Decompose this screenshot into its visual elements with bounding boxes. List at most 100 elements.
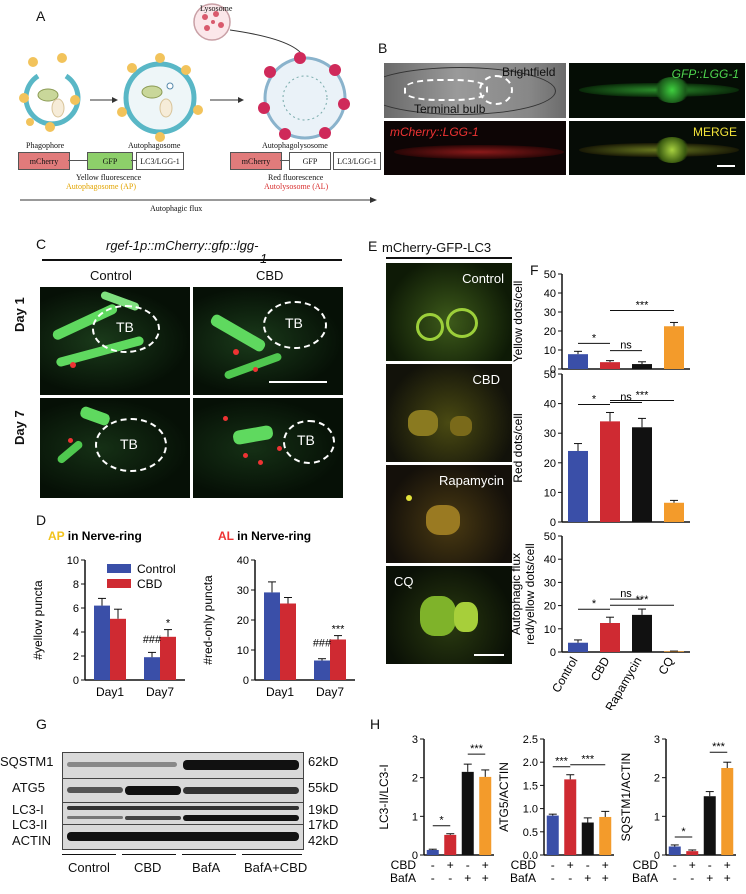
bar: [599, 816, 612, 855]
chart-ap-nerve-ring: AP in Nerve-ring 0 2 4 6 8 10 #yellow puncta Day…: [31, 529, 185, 699]
row-day1: Day 1: [12, 297, 27, 332]
x-tick-label: Day7: [316, 685, 344, 699]
y-axis-label: #red-only puncta: [201, 575, 215, 665]
bar: [721, 768, 734, 855]
brightfield-image: Brightfield Terminal bulb: [384, 63, 566, 118]
significance-label: ###: [143, 634, 162, 646]
merge-image: MERGE: [569, 121, 745, 175]
y-tick-label: 20: [544, 326, 556, 338]
y-tick-label: 0: [550, 517, 556, 528]
y-tick-label: 0: [243, 675, 249, 687]
legend-swatch: [107, 564, 131, 573]
y-tick-label: 30: [544, 577, 556, 589]
bar: [479, 776, 492, 855]
bar: [94, 605, 110, 680]
al-label: Autolysosome (AL): [264, 182, 329, 191]
merge-label: MERGE: [692, 125, 737, 139]
y-tick-label: 50: [544, 269, 556, 281]
chart-yellow-dots: 0 10 20 30 40 50 Yellow dots/cell * ns ***: [511, 269, 690, 374]
cbd-sign: -: [551, 858, 555, 872]
x-tick-label: Control: [549, 655, 580, 696]
significance-label: ***: [555, 756, 569, 768]
brightfield-label: Brightfield: [502, 65, 556, 79]
bar: [144, 657, 160, 680]
flux-label: Autophagic flux: [150, 204, 203, 213]
significance-label: ***: [636, 389, 650, 401]
cbd-row-label: CBD: [633, 858, 659, 872]
y-tick-label: 10: [237, 645, 249, 657]
blot-size: 17kD: [308, 817, 339, 832]
chart-atg5-actin: 0.00.51.01.52.02.5ATG5/ACTIN--+--+++CBDB…: [497, 734, 614, 885]
construct-gfp-1: GFP: [87, 152, 133, 170]
bar: [461, 771, 474, 855]
bar: [330, 639, 346, 680]
y-axis-label: Red dots/cell: [511, 413, 525, 482]
chart-al-nerve-ring: AL in Nerve-ring 0 10 20 30 40 #red-only punct…: [201, 529, 355, 699]
y-tick-label: 0: [73, 675, 79, 687]
cbd-sign: +: [567, 858, 574, 872]
bafa-sign: +: [464, 871, 471, 885]
significance-label: ns: [620, 588, 632, 600]
blot-actin: [62, 824, 304, 850]
blot-label: LC3-I: [12, 802, 44, 817]
scale-bar: [474, 654, 504, 656]
construct-gfp-2: GFP: [289, 152, 331, 170]
construct-title: rgef-1p::mCherry::gfp::lgg-: [106, 238, 259, 253]
construct-title-wrap: 1: [260, 251, 267, 266]
y-tick-label: 20: [237, 615, 249, 627]
bafa-row-label: BafA: [632, 871, 658, 885]
bar: [280, 603, 296, 680]
y-axis-label: red/yellow dots/cell: [523, 543, 537, 644]
blot-label: ACTIN: [12, 833, 51, 848]
bar: [632, 427, 652, 522]
cbd-sign: -: [466, 858, 470, 872]
y-tick-label: 6: [73, 603, 79, 615]
y-tick-label: 10: [544, 345, 556, 357]
e-control-image: Control: [386, 263, 512, 361]
y-tick-label: 30: [237, 585, 249, 597]
y-tick-label: 0.5: [523, 827, 538, 839]
scale-bar: [269, 381, 327, 383]
bar: [632, 614, 652, 652]
y-tick-label: 1.0: [523, 804, 538, 816]
x-tick-label: CQ: [655, 655, 676, 678]
significance-label: ***: [581, 754, 595, 766]
x-tick-label: Day1: [266, 685, 294, 699]
blot-size: 55kD: [308, 780, 339, 795]
y-tick-label: 0: [550, 364, 556, 374]
bafa-sign: -: [448, 871, 452, 885]
panel-label-c: C: [36, 236, 47, 252]
y-tick-label: 1: [654, 811, 660, 823]
bar: [668, 846, 681, 855]
y-axis-label: ATG5/ACTIN: [497, 762, 511, 832]
red-fluorescence-label: Red fluorescence: [268, 173, 324, 182]
gfp-label: GFP::LGG-1: [671, 67, 739, 81]
y-tick-label: 3: [412, 734, 418, 746]
e-label: Control: [462, 271, 504, 286]
y-tick-label: 40: [544, 399, 556, 411]
significance-label: ***: [470, 743, 484, 755]
y-tick-label: 50: [544, 369, 556, 381]
cbd-sign: +: [447, 858, 454, 872]
significance-label: ns: [620, 340, 632, 352]
y-tick-label: 10: [544, 487, 556, 499]
bar: [664, 651, 684, 652]
x-tick-label: Day1: [96, 685, 124, 699]
y-tick-label: 4: [73, 627, 79, 639]
y-tick-label: 20: [544, 458, 556, 470]
y-tick-label: 50: [544, 532, 556, 543]
y-tick-label: 2: [654, 773, 660, 785]
panel-label-b: B: [378, 40, 388, 56]
cbd-row-label: CBD: [391, 858, 417, 872]
bar: [600, 362, 620, 369]
scale-bar: [717, 165, 735, 167]
cbd-sign: -: [431, 858, 435, 872]
y-tick-label: 30: [544, 428, 556, 440]
bafa-row-label: BafA: [390, 871, 416, 885]
y-axis-label: Autophagic flux: [510, 553, 523, 635]
bafa-sign: -: [431, 871, 435, 885]
cbd-sign: +: [482, 858, 489, 872]
y-tick-label: 10: [67, 555, 79, 567]
tb-label: TB: [116, 319, 134, 335]
